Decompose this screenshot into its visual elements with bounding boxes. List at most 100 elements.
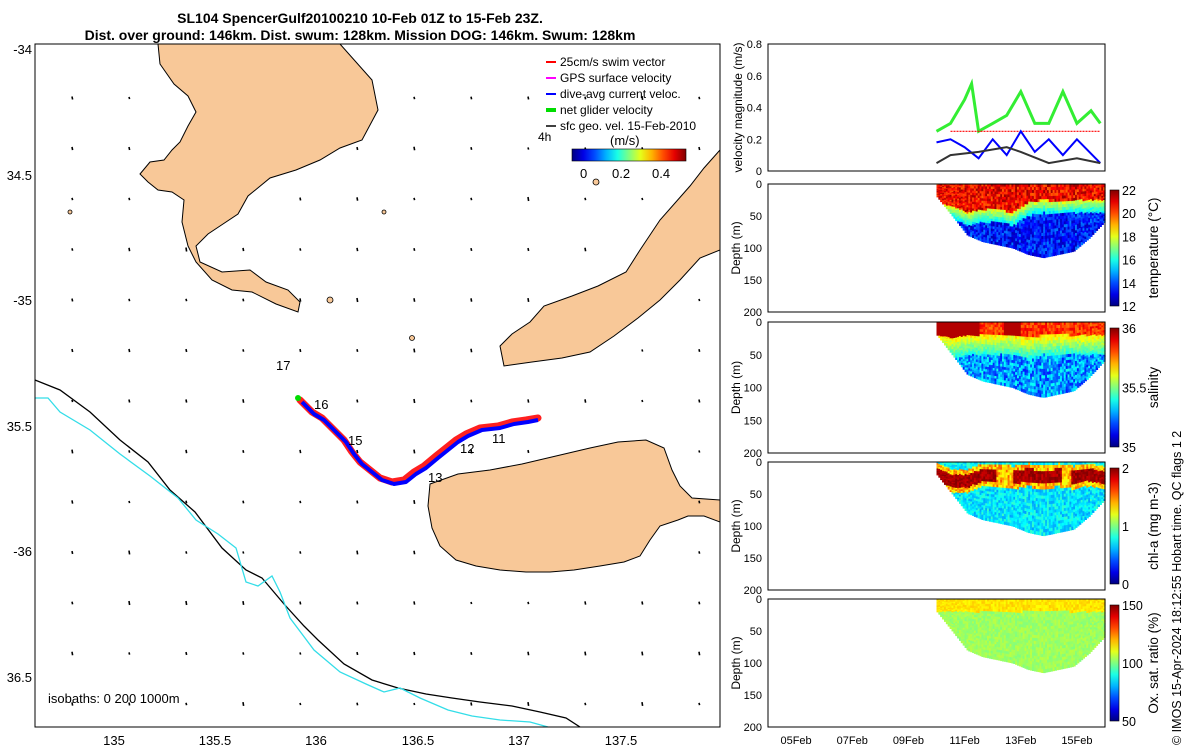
profile-cell [1037, 374, 1041, 379]
profile-cell [996, 229, 999, 233]
profile-cell [972, 197, 975, 201]
profile-cell [972, 212, 975, 216]
profile-cell [1018, 339, 1022, 343]
profile-cell [985, 324, 988, 328]
profile-cell [992, 216, 996, 220]
profile-cell [1076, 229, 1080, 233]
profile-cell [1002, 377, 1005, 381]
profile-cell [947, 204, 951, 206]
profile-cell [996, 322, 999, 326]
profile-cell [1030, 219, 1033, 224]
profile-cell [1028, 355, 1031, 359]
profile-cell [1097, 219, 1100, 222]
profile-cell [1061, 218, 1065, 223]
profile-cell [998, 361, 1001, 365]
profile-cell [966, 222, 969, 225]
profile-cell [959, 218, 962, 221]
profile-cell [990, 231, 994, 235]
profile-cell [962, 337, 966, 341]
profile-cell [1103, 209, 1106, 212]
profile-cell [1000, 343, 1003, 347]
profile-cell [1047, 374, 1050, 379]
profile-cell [992, 184, 996, 188]
profile-cell [985, 366, 988, 370]
profile-cell [1000, 369, 1003, 373]
profile-cell [996, 219, 999, 223]
profile-cell [994, 241, 997, 245]
profile-cell [998, 199, 1001, 203]
profile-cell [1009, 205, 1012, 209]
profile-cell [953, 333, 956, 336]
profile-cell [1095, 203, 1099, 206]
profile-cell [1045, 190, 1048, 194]
profile-cell [968, 201, 971, 205]
profile-cell [944, 196, 947, 198]
profile-cell [955, 185, 958, 188]
profile-cell [962, 349, 966, 353]
profile-cell [1039, 325, 1042, 329]
colorbar-tick: 35 [1122, 441, 1136, 455]
profile-cell [1018, 211, 1022, 216]
profile-cell [987, 354, 990, 358]
profile-cell [1078, 207, 1082, 211]
profile-cell [988, 220, 992, 224]
profile-cell [968, 194, 971, 198]
profile-cell [1093, 206, 1097, 209]
lon-tick-label: 137 [508, 733, 530, 748]
profile-cell [953, 195, 956, 198]
profile-cell [957, 333, 960, 336]
profile-cell [949, 201, 953, 203]
profile-cell [1041, 387, 1044, 392]
profile-cell [1013, 366, 1016, 370]
profile-cell [951, 189, 954, 192]
profile-cell [1030, 207, 1033, 212]
profile-cell [973, 363, 977, 367]
velocity-arrow [641, 197, 644, 201]
profile-cell [1033, 240, 1037, 245]
profile-cell [1099, 203, 1102, 206]
profile-cell [947, 326, 951, 329]
profile-cell [959, 190, 962, 194]
profile-cell [947, 185, 951, 187]
profile-cell [992, 342, 996, 346]
profile-cell [973, 322, 977, 325]
profile-cell [962, 197, 966, 200]
profile-cell [1026, 331, 1029, 335]
profile-cell [966, 367, 969, 371]
profile-cell [1017, 350, 1020, 354]
profile-cell [1002, 340, 1005, 344]
profile-cell [1003, 228, 1007, 232]
profile-cell [1000, 191, 1003, 195]
profile-cell [1020, 248, 1024, 253]
profile-cell [990, 228, 994, 232]
profile-cell [964, 206, 968, 209]
profile-cell [981, 222, 984, 226]
profile-cell [996, 221, 999, 225]
profile-cell [972, 351, 975, 355]
glider-track-blue [300, 400, 539, 486]
profile-cell [960, 333, 964, 336]
profile-cell [1005, 375, 1009, 379]
profile-cell [959, 204, 962, 207]
profile-cell [1015, 349, 1018, 354]
profile-cell [960, 204, 964, 207]
profile-cell [1037, 337, 1041, 342]
profile-cell [975, 347, 979, 351]
profile-cell [1080, 191, 1084, 195]
profile-cell [962, 210, 966, 214]
profile-cell [1067, 212, 1071, 216]
profile-cell [1063, 244, 1067, 248]
profile-cell [985, 232, 988, 236]
colorbar-tick: 12 [1122, 300, 1136, 314]
profile-cell [996, 201, 999, 205]
profile-cell [964, 228, 968, 231]
profile-cell [1005, 335, 1009, 339]
profile-cell [990, 201, 994, 205]
profile-cell [994, 378, 997, 382]
profile-cell [1009, 186, 1012, 190]
lon-tick-label: 136.5 [402, 733, 435, 748]
profile-cell [1018, 192, 1022, 196]
profile-cell [1050, 211, 1054, 215]
profile-cell [1048, 380, 1052, 385]
profile-cell [1033, 225, 1037, 230]
